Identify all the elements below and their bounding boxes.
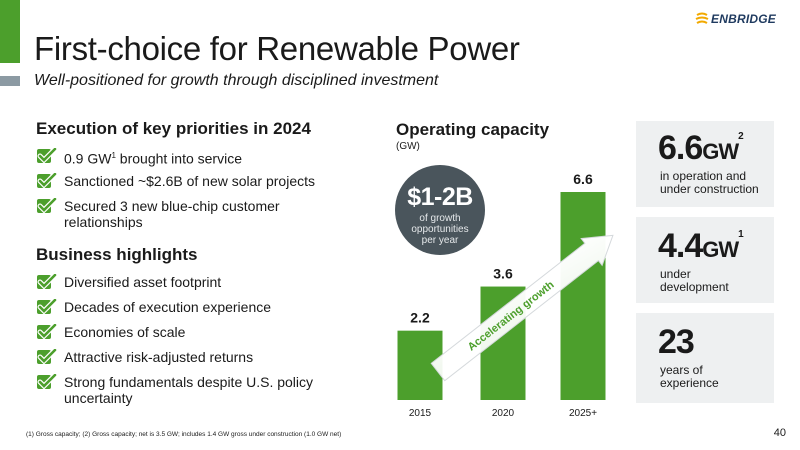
check-icon [37,324,58,340]
growth-bubble: $1-2B of growth opportunities per year [395,165,485,255]
check-icon [37,349,58,365]
list-item: Sanctioned ~$2.6B of new solar projects [36,173,326,198]
stat-card: 6.6GW2 in operation and under constructi… [636,121,774,207]
highlight-text: Attractive risk-adjusted returns [64,349,254,365]
priority-text: 0.9 GW1 brought into service [64,150,242,167]
stat-desc: in operation and under construction [660,169,759,196]
bubble-text: of growth opportunities per year [411,213,469,246]
stat-value: 6.6GW2 [658,129,744,167]
tick-label: 2020 [492,408,515,419]
list-item: Strong fundamentals despite U.S. policy … [36,374,326,406]
check-icon [37,173,58,189]
bar [560,192,606,400]
footnote: (1) Gross capacity; (2) Gross capacity; … [26,431,342,438]
highlight-text: Strong fundamentals despite U.S. policy … [64,374,314,406]
stat-card: 23 years of experience [636,313,774,403]
chart-title: Operating capacity [396,120,550,139]
list-item: Attractive risk-adjusted returns [36,349,326,374]
highlights-heading: Business highlights [36,245,198,264]
highlights-list: Diversified asset footprint Decades of e… [36,274,326,406]
page-title: First-choice for Renewable Power [34,30,520,67]
brand-accent-bar [0,0,20,63]
priority-text: Secured 3 new blue-chip customer relatio… [64,198,280,230]
priority-text: Sanctioned ~$2.6B of new solar projects [64,173,315,189]
data-label: 3.6 [493,266,513,282]
priorities-heading: Execution of key priorities in 2024 [36,119,311,138]
growth-arrow-shape [430,234,614,382]
data-label: 2.2 [410,310,430,326]
chart-unit: (GW) [396,141,420,152]
tick-label: 2025+ [569,408,597,419]
page-subtitle: Well-positioned for growth through disci… [34,72,439,89]
check-icon [37,198,58,214]
enbridge-logo-icon [695,12,709,24]
tick-label: 2015 [409,408,432,419]
subtitle-accent-bar [0,76,20,86]
stat-value: 4.4GW1 [658,227,744,265]
list-item: Decades of execution experience [36,299,326,324]
page-number: 40 [773,427,786,439]
check-icon [37,374,58,390]
check-icon [37,274,58,290]
logo-text: ENBRIDGE [711,12,776,26]
stat-desc: years of experience [660,363,719,390]
list-item: Economies of scale [36,324,326,349]
enbridge-logo: ENBRIDGE [695,12,776,26]
list-item: Diversified asset footprint [36,274,326,299]
highlight-text: Diversified asset footprint [64,274,222,290]
bubble-value: $1-2B [407,183,473,211]
highlight-text: Economies of scale [64,324,186,340]
check-icon [37,148,58,164]
stat-value: 23 [658,323,695,361]
list-item: 0.9 GW1 brought into service [36,148,326,173]
priorities-list: 0.9 GW1 brought into service Sanctioned … [36,148,326,230]
stat-card: 4.4GW1 under development [636,217,774,303]
highlight-text: Decades of execution experience [64,299,272,315]
list-item: Secured 3 new blue-chip customer relatio… [36,198,326,230]
data-label: 6.6 [573,171,593,187]
check-icon [37,299,58,315]
stat-desc: under development [660,267,729,294]
